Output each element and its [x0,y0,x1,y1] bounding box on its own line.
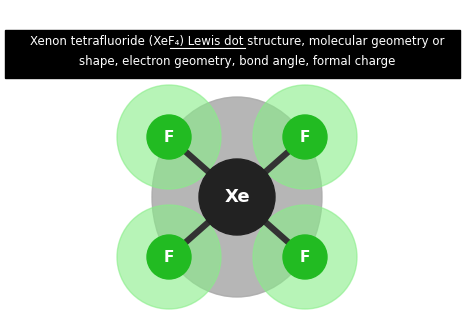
Circle shape [147,235,191,279]
Text: F: F [300,249,310,264]
Text: F: F [164,249,174,264]
Text: F: F [300,130,310,145]
Text: shape, electron geometry, bond angle, formal charge: shape, electron geometry, bond angle, fo… [79,55,395,68]
Text: Xenon tetrafluoride (XeF₄) Lewis dot structure, molecular geometry or: Xenon tetrafluoride (XeF₄) Lewis dot str… [30,36,444,49]
Circle shape [147,115,191,159]
Text: Xe: Xe [224,188,250,206]
Ellipse shape [152,97,322,297]
Circle shape [283,115,327,159]
Circle shape [199,159,275,235]
Circle shape [117,205,221,309]
Text: F: F [164,130,174,145]
Circle shape [283,235,327,279]
Circle shape [117,85,221,189]
Circle shape [253,85,357,189]
Bar [5,30,460,78]
Circle shape [253,205,357,309]
